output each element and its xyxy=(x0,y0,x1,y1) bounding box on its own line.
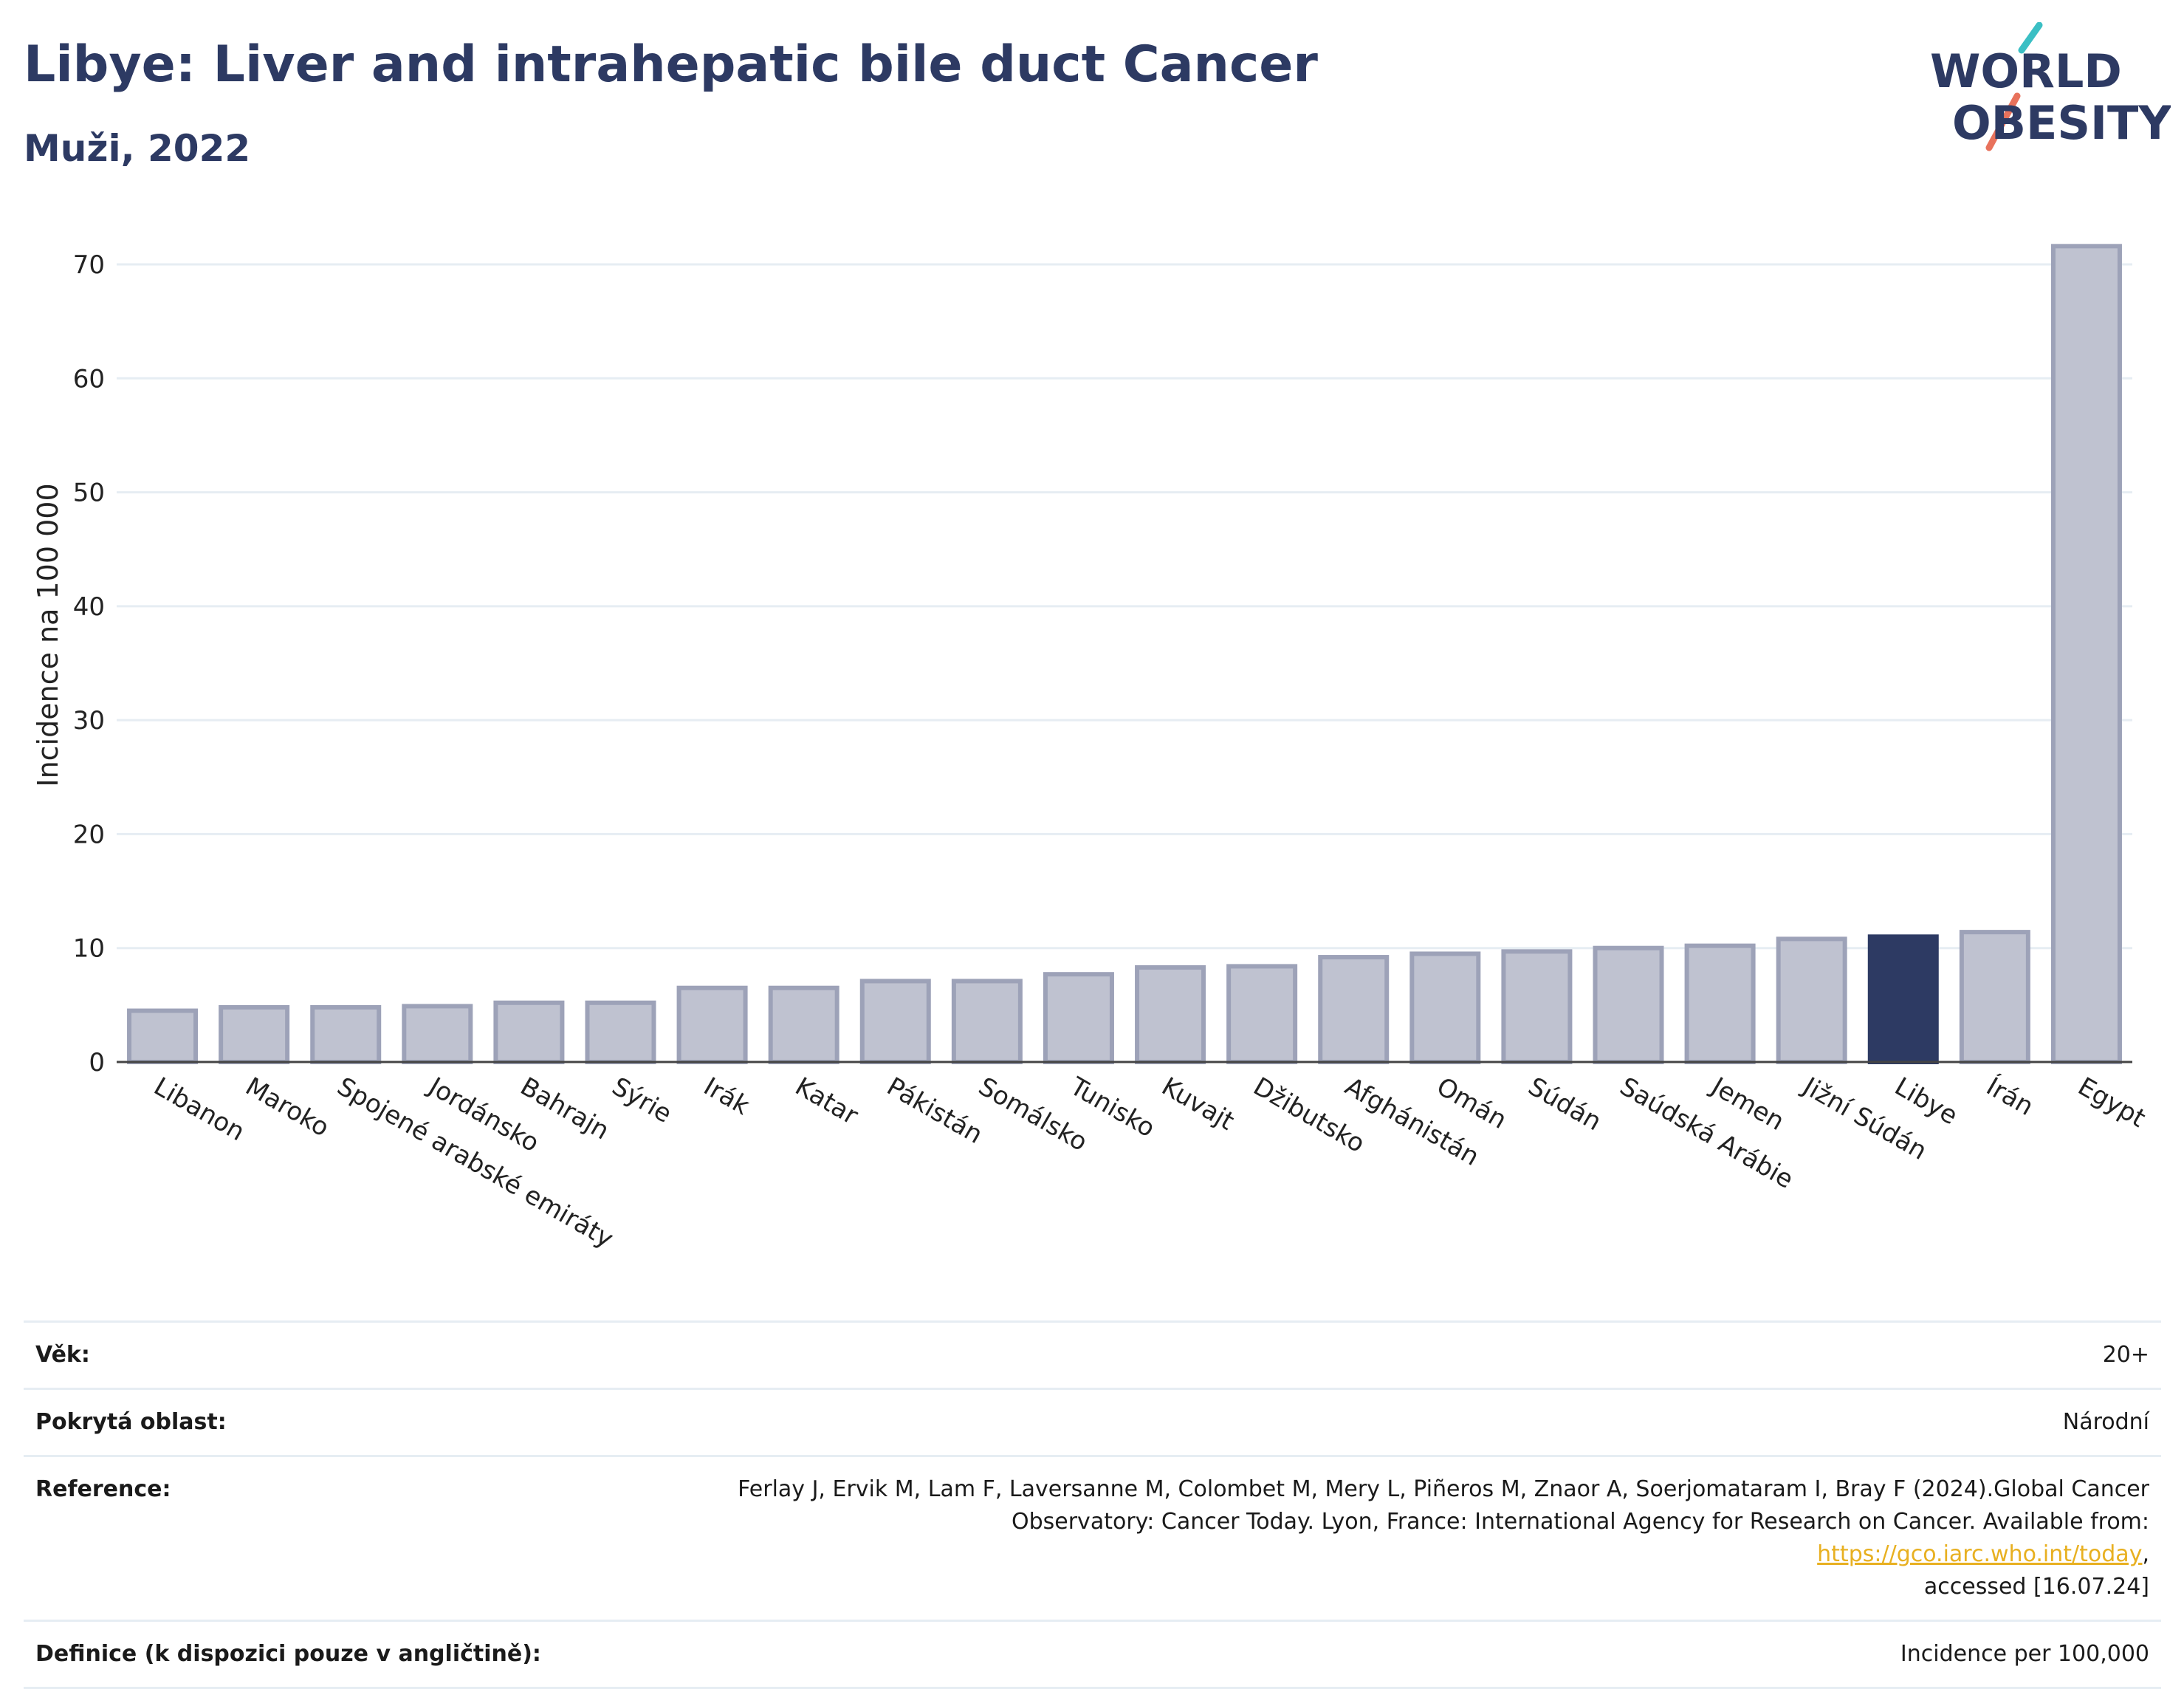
info-row-age: Věk: 20+ xyxy=(24,1321,2161,1389)
definition-label: Definice (k dispozici pouze v angličtině… xyxy=(35,1641,541,1667)
bar xyxy=(951,979,1023,1065)
y-tick-labels: 0 10 20 30 40 50 60 70 xyxy=(73,250,105,1078)
x-tick-label: Sýrie xyxy=(607,1072,677,1129)
bar xyxy=(1318,955,1390,1064)
bar xyxy=(1684,943,1756,1064)
coverage-value: Národní xyxy=(2062,1409,2149,1435)
y-tick-label: 0 xyxy=(89,1048,105,1078)
definition-value: Incidence per 100,000 xyxy=(1900,1641,2149,1667)
reference-label: Reference: xyxy=(35,1476,171,1502)
bar xyxy=(1409,951,1481,1065)
bar xyxy=(1776,936,1847,1065)
bar xyxy=(127,1008,199,1064)
y-tick-label: 50 xyxy=(73,479,105,508)
logo-slash-teal xyxy=(2018,22,2043,54)
x-tick-label: Egypt xyxy=(2073,1072,2150,1134)
grid-lines xyxy=(117,263,2132,950)
x-tick-label: Libanon xyxy=(149,1072,250,1147)
chart-subtitle: Muži, 2022 xyxy=(24,127,251,170)
bar xyxy=(1226,964,1298,1065)
bar xyxy=(585,1000,656,1065)
bars xyxy=(127,244,2122,1065)
logo-word-obesity: OBESITY xyxy=(1952,96,2171,150)
bar xyxy=(859,979,931,1065)
info-table: Věk: 20+ Pokrytá oblast: Národní Referen… xyxy=(24,1320,2161,1689)
y-tick-label: 60 xyxy=(73,364,105,394)
bar xyxy=(1959,930,2030,1064)
x-tick-label: Katar xyxy=(790,1072,863,1131)
logo-word-world: WORLD xyxy=(1930,44,2122,98)
reference-line-3: accessed [16.07.24] xyxy=(1923,1574,2149,1600)
bar xyxy=(1501,949,1573,1065)
info-row-reference: Reference: Ferlay J, Ervik M, Lam F, Lav… xyxy=(24,1456,2161,1621)
info-row-coverage: Pokrytá oblast: Národní xyxy=(24,1388,2161,1456)
reference-value: Ferlay J, Ervik M, Lam F, Laversanne M, … xyxy=(712,1456,2161,1621)
bar xyxy=(1593,945,1664,1064)
bar xyxy=(1135,965,1206,1065)
bar xyxy=(493,1000,565,1065)
y-axis-title: Incidence na 100 000 xyxy=(32,483,64,787)
bar xyxy=(676,985,748,1064)
x-tick-label: Pákistán xyxy=(882,1072,987,1150)
reference-line-1: Ferlay J, Ervik M, Lam F, Laversanne M, … xyxy=(738,1476,2149,1502)
x-tick-label: Irák xyxy=(698,1072,755,1121)
bar xyxy=(219,1004,290,1065)
bar xyxy=(402,1004,473,1065)
y-tick-label: 40 xyxy=(73,592,105,622)
y-tick-label: 30 xyxy=(73,706,105,736)
bar xyxy=(1043,972,1114,1064)
coverage-label: Pokrytá oblast: xyxy=(35,1409,227,1435)
x-tick-label: Kuvajt xyxy=(1157,1072,1240,1137)
chart-title: Libye: Liver and intrahepatic bile duct … xyxy=(24,35,1318,94)
logo-slash-coral xyxy=(1985,92,2021,151)
y-tick-label: 70 xyxy=(73,250,105,280)
bar-highlighted xyxy=(1867,934,1939,1065)
reference-link[interactable]: https://gco.iarc.who.int/today xyxy=(1817,1541,2143,1567)
x-tick-label: Maroko xyxy=(241,1072,334,1142)
y-tick-label: 20 xyxy=(73,820,105,849)
bar xyxy=(310,1004,382,1065)
reference-line-2-suffix: , xyxy=(2142,1541,2149,1567)
age-value: 20+ xyxy=(2102,1342,2149,1368)
reference-line-2: Observatory: Cancer Today. Lyon, France:… xyxy=(1011,1509,2149,1535)
bar xyxy=(2050,244,2122,1064)
bar xyxy=(768,985,839,1064)
info-row-definition: Definice (k dispozici pouze v angličtině… xyxy=(24,1620,2161,1688)
x-tick-label: Súdán xyxy=(1523,1072,1607,1137)
world-obesity-logo: WORLD OBESITY xyxy=(1930,22,2171,151)
y-tick-label: 10 xyxy=(73,934,105,964)
x-tick-label: Írán xyxy=(1981,1071,2039,1122)
age-label: Věk: xyxy=(35,1342,90,1368)
